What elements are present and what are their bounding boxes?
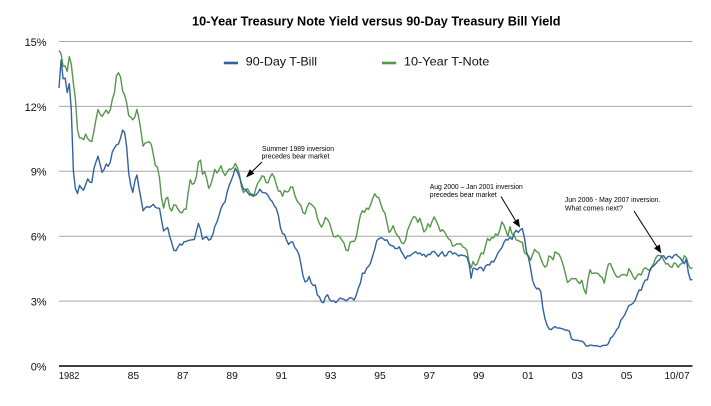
svg-text:12%: 12%	[25, 102, 47, 114]
svg-text:87: 87	[177, 371, 189, 382]
svg-text:99: 99	[473, 371, 485, 382]
svg-text:91: 91	[276, 371, 288, 382]
svg-text:15%: 15%	[25, 37, 47, 49]
svg-text:03: 03	[572, 371, 584, 382]
svg-text:93: 93	[325, 371, 337, 382]
svg-text:precedes bear market: precedes bear market	[430, 190, 497, 199]
svg-text:10/07: 10/07	[665, 371, 690, 382]
svg-text:97: 97	[424, 371, 436, 382]
svg-text:Jun 2006 - May 2007 inversion.: Jun 2006 - May 2007 inversion.	[565, 195, 661, 204]
svg-text:9%: 9%	[31, 167, 47, 179]
svg-text:6%: 6%	[31, 232, 47, 244]
svg-text:89: 89	[226, 371, 238, 382]
svg-text:What comes next?: What comes next?	[565, 203, 623, 212]
svg-text:05: 05	[621, 371, 633, 382]
svg-text:85: 85	[128, 371, 140, 382]
svg-text:0%: 0%	[31, 361, 47, 373]
svg-text:precedes bear market: precedes bear market	[262, 152, 330, 161]
svg-text:90-Day T-Bill: 90-Day T-Bill	[246, 56, 317, 69]
svg-text:10-Year Treasury Note Yield ve: 10-Year Treasury Note Yield versus 90-Da…	[192, 15, 561, 29]
svg-text:01: 01	[522, 371, 534, 382]
svg-text:3%: 3%	[31, 297, 47, 309]
svg-text:1982: 1982	[59, 371, 80, 382]
svg-text:Summer 1989 inversion: Summer 1989 inversion	[262, 144, 334, 153]
svg-text:Aug 2000 – Jan 2001 inversion: Aug 2000 – Jan 2001 inversion	[430, 182, 523, 191]
svg-text:95: 95	[374, 371, 386, 382]
svg-text:10-Year T-Note: 10-Year T-Note	[404, 56, 490, 69]
